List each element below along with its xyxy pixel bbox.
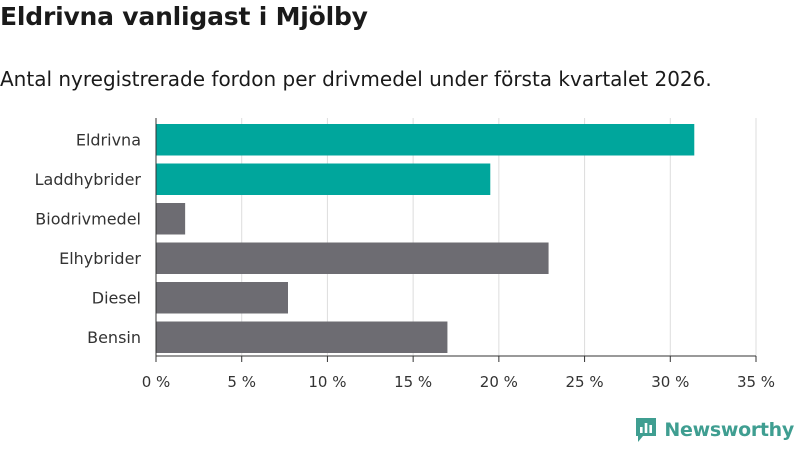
newsworthy-logo-icon <box>636 418 657 442</box>
category-label: Bensin <box>87 328 141 347</box>
bar <box>156 242 549 274</box>
category-label: Laddhybrider <box>35 170 142 189</box>
bar <box>156 321 448 353</box>
bar <box>156 124 695 156</box>
x-tick-label: 15 % <box>394 373 432 391</box>
x-tick-label: 35 % <box>737 373 775 391</box>
category-label: Elhybrider <box>59 249 141 268</box>
category-label: Biodrivmedel <box>35 209 141 228</box>
bar <box>156 163 491 195</box>
category-label: Diesel <box>92 288 141 307</box>
category-label: Eldrivna <box>76 130 141 149</box>
brand-logo: Newsworthy <box>634 416 794 444</box>
bar <box>156 203 186 235</box>
brand-name: Newsworthy <box>664 419 794 441</box>
x-tick-label: 20 % <box>480 373 518 391</box>
x-tick-label: 0 % <box>142 373 171 391</box>
x-tick-label: 10 % <box>308 373 346 391</box>
x-tick-label: 25 % <box>566 373 604 391</box>
chart-subtitle: Antal nyregistrerade fordon per drivmede… <box>0 67 712 91</box>
x-tick-label: 30 % <box>651 373 689 391</box>
x-tick-label: 5 % <box>227 373 256 391</box>
chart-title: Eldrivna vanligast i Mjölby <box>0 2 368 31</box>
bar <box>156 282 288 314</box>
